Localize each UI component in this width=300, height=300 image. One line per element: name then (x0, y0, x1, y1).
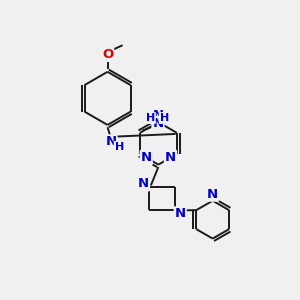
Text: H: H (146, 113, 155, 123)
Text: N: N (165, 151, 176, 164)
Text: N: N (175, 207, 186, 220)
Text: N: N (138, 177, 149, 190)
Text: H: H (115, 142, 124, 152)
Text: N: N (153, 110, 164, 122)
Text: N: N (141, 151, 152, 164)
Text: N: N (152, 117, 164, 130)
Text: N: N (106, 135, 117, 148)
Text: O: O (102, 48, 113, 61)
Text: N: N (207, 188, 218, 201)
Text: H: H (160, 113, 169, 123)
